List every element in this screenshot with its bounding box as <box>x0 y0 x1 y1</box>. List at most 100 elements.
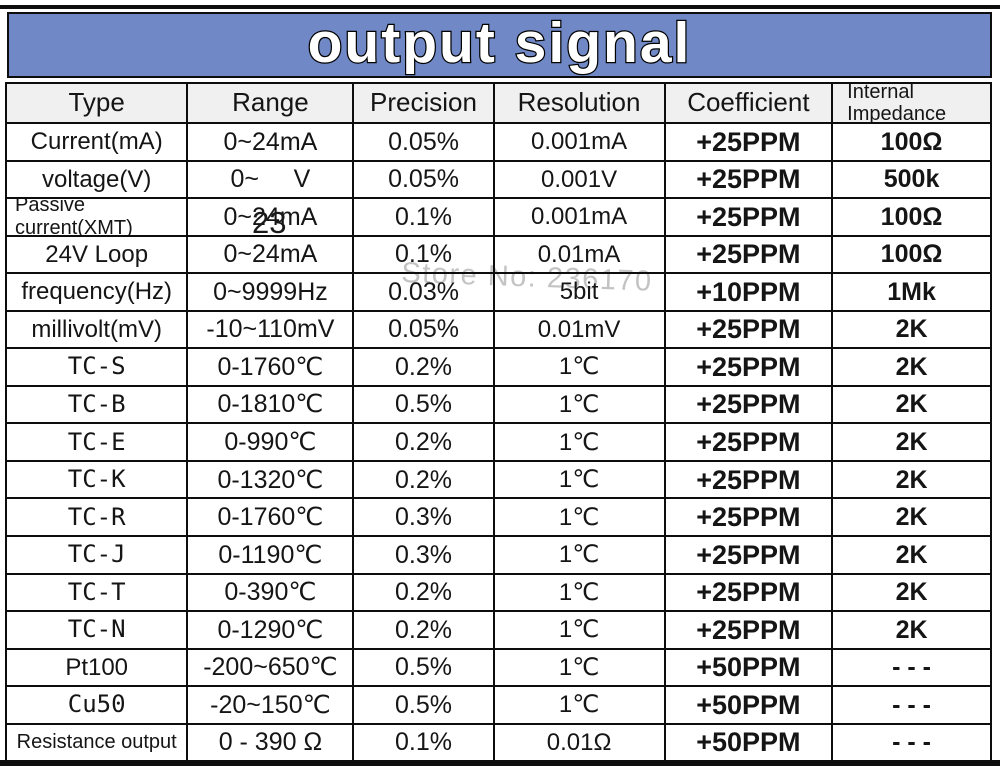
type-cell: voltage(V) <box>7 161 189 200</box>
impedance-cell: 2K <box>833 349 990 387</box>
range-cell: 0-1190℃ <box>188 537 355 575</box>
coefficient-cell: +25PPM <box>665 499 834 538</box>
stray-value-overlay: 23 <box>252 205 287 240</box>
column-header-resolution: Resolution <box>494 84 666 124</box>
precision-cell: 0.1% <box>354 199 495 237</box>
bottom-border-line <box>0 760 1000 766</box>
coefficient-cell: +50PPM <box>665 649 834 688</box>
precision-cell: 0.5% <box>354 386 495 425</box>
range-cell: 0~ V <box>188 161 355 200</box>
range-cell: 0-1760℃ <box>188 499 355 538</box>
impedance-cell: 100Ω <box>833 199 990 237</box>
coefficient-cell: +25PPM <box>665 124 834 162</box>
coefficient-cell: +25PPM <box>665 349 834 387</box>
range-cell: 0-1810℃ <box>188 386 355 425</box>
column-header-range: Range <box>188 84 355 124</box>
type-cell: TC-J <box>7 537 189 575</box>
column-header-coefficient: Coefficient <box>665 84 834 124</box>
type-cell: TC-E <box>7 424 189 462</box>
impedance-cell: 100Ω <box>833 124 990 162</box>
type-cell: Current(mA) <box>7 124 189 162</box>
impedance-cell: 2K <box>833 499 990 538</box>
precision-cell: 0.1% <box>354 236 495 275</box>
precision-cell: 0.5% <box>354 687 495 725</box>
range-cell: 0-1290℃ <box>188 612 355 650</box>
range-cell: 0-1760℃ <box>188 349 355 387</box>
type-cell: 24V Loop <box>7 236 189 275</box>
range-cell: 0~24mA <box>188 236 355 275</box>
type-cell: frequency(Hz) <box>7 274 189 312</box>
type-cell: TC-N <box>7 612 189 650</box>
type-cell: TC-T <box>7 574 189 613</box>
impedance-cell: - - - <box>833 650 990 688</box>
resolution-cell: 1℃ <box>494 499 666 538</box>
precision-cell: 0.5% <box>354 649 495 688</box>
impedance-cell: 2K <box>833 575 990 613</box>
range-cell: -20~150℃ <box>188 687 355 725</box>
resolution-cell: 1℃ <box>494 349 666 387</box>
coefficient-cell: +25PPM <box>665 461 834 500</box>
range-cell: 0-1320℃ <box>188 461 355 500</box>
precision-cell: 0.2% <box>354 574 495 613</box>
resolution-cell: 0.01mA <box>494 236 666 275</box>
column-header-impedance: Internal Impedance <box>833 84 990 124</box>
precision-cell: 0.3% <box>354 537 495 575</box>
precision-cell: 0.03% <box>354 274 495 312</box>
range-cell: 0~24mA <box>188 199 355 237</box>
type-cell: Cu50 <box>7 687 189 725</box>
banner: output signal <box>7 12 992 78</box>
coefficient-cell: +25PPM <box>665 161 834 200</box>
precision-cell: 0.2% <box>354 461 495 500</box>
resolution-cell: 1℃ <box>494 461 666 500</box>
coefficient-cell: +25PPM <box>665 311 834 350</box>
coefficient-cell: +25PPM <box>665 612 834 650</box>
type-cell: Passive current(XMT) <box>7 199 189 237</box>
precision-cell: 0.2% <box>354 612 495 650</box>
coefficient-cell: +25PPM <box>665 574 834 613</box>
resolution-cell: 1℃ <box>494 649 666 688</box>
coefficient-cell: +25PPM <box>665 236 834 275</box>
type-cell: Pt100 <box>7 649 189 688</box>
resolution-cell: 0.001mA <box>494 124 666 162</box>
impedance-cell: 2K <box>833 537 990 575</box>
top-border-line <box>0 5 1000 9</box>
resolution-cell: 1℃ <box>494 687 666 725</box>
range-cell: 0~24mA <box>188 124 355 162</box>
precision-cell: 0.05% <box>354 124 495 162</box>
precision-cell: 0.05% <box>354 311 495 350</box>
range-cell: 0~9999Hz <box>188 274 355 312</box>
resolution-cell: 5bit <box>494 274 666 312</box>
resolution-cell: 0.001V <box>494 161 666 200</box>
resolution-cell: 1℃ <box>494 537 666 575</box>
resolution-cell: 0.001mA <box>494 199 666 237</box>
page-title: output signal <box>306 10 692 75</box>
impedance-cell: 1Mk <box>833 274 990 312</box>
resolution-cell: 1℃ <box>494 612 666 650</box>
precision-cell: 0.05% <box>354 161 495 200</box>
coefficient-cell: +50PPM <box>665 724 834 763</box>
coefficient-cell: +25PPM <box>665 199 834 237</box>
coefficient-cell: +25PPM <box>665 424 834 462</box>
coefficient-cell: +50PPM <box>665 687 834 725</box>
impedance-cell: 500k <box>833 162 990 200</box>
resolution-cell: 0.01mV <box>494 311 666 350</box>
type-cell: TC-B <box>7 386 189 425</box>
range-cell: 0-390℃ <box>188 574 355 613</box>
impedance-cell: 100Ω <box>833 237 990 275</box>
impedance-cell: 2K <box>833 612 990 650</box>
range-cell: 0 - 390 Ω <box>188 724 355 763</box>
range-cell: -10~110mV <box>188 311 355 350</box>
type-cell: TC-K <box>7 461 189 500</box>
precision-cell: 0.2% <box>354 424 495 462</box>
resolution-cell: 1℃ <box>494 424 666 462</box>
impedance-cell: 2K <box>833 312 990 350</box>
impedance-cell: 2K <box>833 462 990 500</box>
precision-cell: 0.2% <box>354 349 495 387</box>
impedance-cell: - - - <box>833 725 990 763</box>
type-cell: millivolt(mV) <box>7 311 189 350</box>
column-header-type: Type <box>7 84 189 124</box>
column-header-precision: Precision <box>354 84 495 124</box>
type-cell: TC-R <box>7 499 189 538</box>
impedance-cell: - - - <box>833 687 990 725</box>
resolution-cell: 0.01Ω <box>494 724 666 763</box>
